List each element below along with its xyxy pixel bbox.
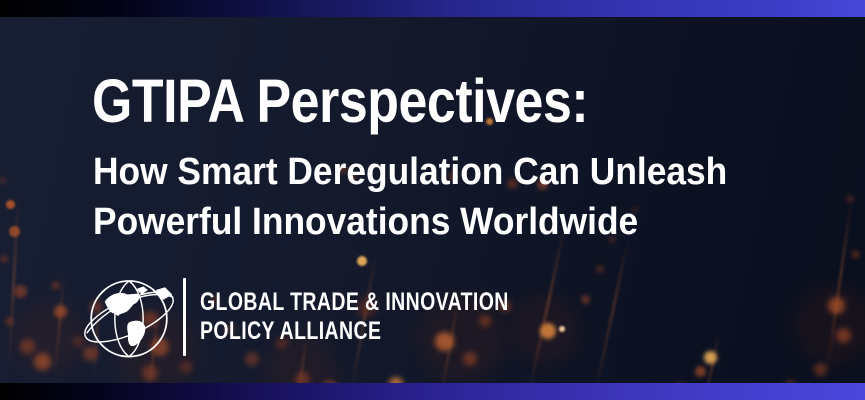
bokeh-dot	[337, 164, 347, 174]
bokeh-dot	[434, 331, 454, 351]
bokeh-dot	[846, 195, 854, 203]
bokeh-dot	[536, 178, 548, 190]
org-name-line-2: POLICY ALLIANCE	[200, 317, 382, 345]
bokeh-dot	[559, 326, 565, 332]
subtitle-line-2: Powerful Innovations Worldwide	[93, 201, 639, 243]
bokeh-dot	[357, 256, 367, 266]
bokeh-dot	[447, 171, 457, 181]
bokeh-dot	[356, 297, 376, 317]
banner-title: GTIPA Perspectives:	[92, 67, 589, 135]
bokeh-dot	[33, 352, 51, 370]
bokeh-dot	[82, 345, 98, 361]
bokeh-dot	[463, 352, 477, 366]
bokeh-dot	[245, 352, 259, 366]
bokeh-dot	[8, 225, 20, 237]
top-accent-bar	[0, 0, 865, 17]
bokeh-dot	[0, 176, 6, 184]
bokeh-dot	[180, 361, 192, 373]
bokeh-dot	[53, 304, 67, 318]
bottom-accent-bar	[0, 383, 865, 400]
bokeh-dot	[0, 255, 8, 263]
banner-subtitle: How Smart Deregulation Can Unleash Power…	[93, 147, 727, 247]
org-name: GLOBAL TRADE & INNOVATION POLICY ALLIANC…	[200, 288, 509, 346]
bokeh-dot	[276, 337, 288, 349]
bokeh-dot	[142, 365, 158, 381]
gtipa-logo: GLOBAL TRADE & INNOVATION POLICY ALLIANC…	[84, 271, 596, 363]
subtitle-line-1: How Smart Deregulation Can Unleash	[93, 151, 728, 193]
bokeh-dot	[479, 315, 491, 327]
globe-icon	[84, 280, 174, 358]
logo-divider	[183, 278, 186, 356]
bokeh-dot	[580, 294, 590, 304]
bokeh-dot	[151, 338, 169, 356]
bokeh-dot	[703, 350, 717, 364]
bokeh-dot	[850, 249, 860, 259]
bokeh-dot	[4, 316, 14, 326]
bokeh-dot	[499, 300, 511, 312]
bokeh-dot	[673, 382, 687, 383]
bokeh-dot	[596, 265, 604, 273]
bokeh-dot	[19, 338, 35, 354]
bokeh-dot	[540, 323, 556, 339]
bokeh-dot	[389, 377, 403, 383]
bokeh-dot	[608, 235, 616, 243]
bokeh-dot	[322, 381, 338, 383]
bokeh-dot	[506, 177, 518, 189]
bokeh-dot	[632, 207, 638, 213]
bokeh-dot	[72, 335, 84, 347]
bokeh-dot	[5, 199, 15, 209]
bokeh-dot	[694, 365, 706, 377]
main-panel: GTIPA Perspectives: How Smart Deregulati…	[0, 17, 865, 383]
bokeh-dot	[50, 280, 60, 290]
light-streak	[592, 234, 631, 383]
org-name-line-1: GLOBAL TRADE & INNOVATION	[200, 288, 509, 316]
bokeh-dot	[13, 284, 27, 298]
bokeh-dot	[827, 296, 845, 314]
bokeh-dot	[835, 327, 851, 343]
bokeh-dot	[785, 380, 795, 383]
bokeh-glow	[417, 293, 507, 383]
bokeh-dot	[294, 371, 310, 383]
bokeh-dot	[813, 362, 827, 376]
bokeh-dot	[225, 324, 235, 334]
bokeh-dot	[211, 296, 219, 304]
bokeh-dot	[348, 173, 356, 181]
bokeh-dot	[485, 117, 493, 125]
